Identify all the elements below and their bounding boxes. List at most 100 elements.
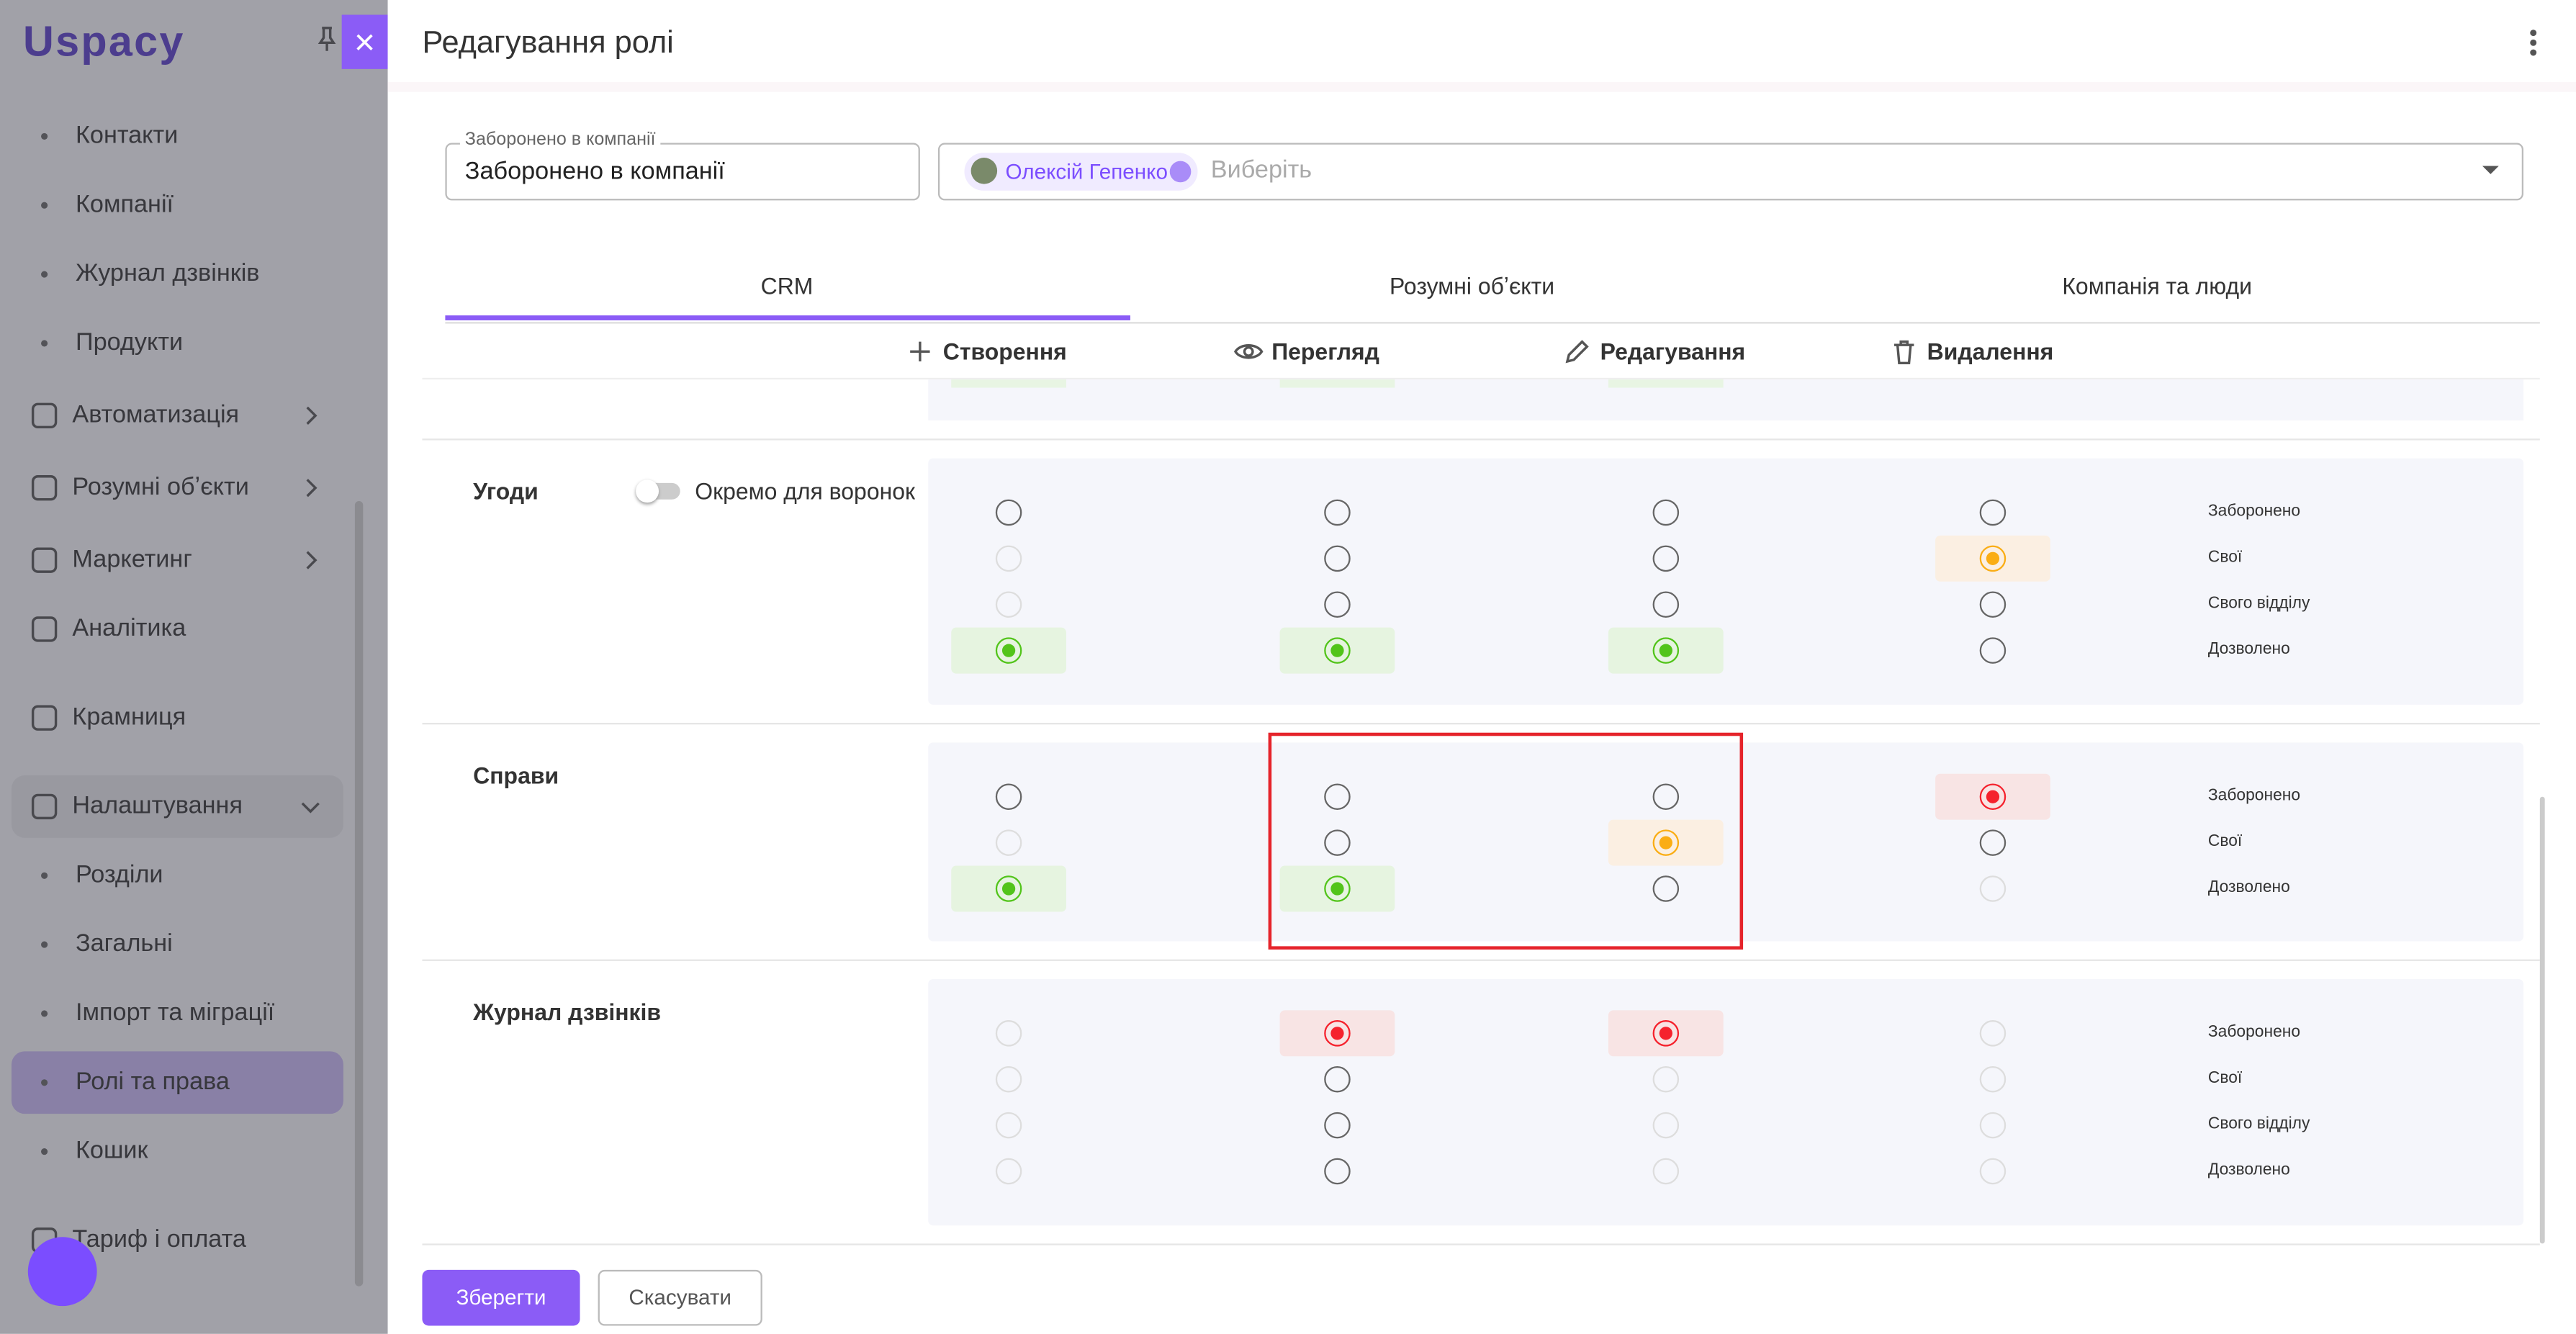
radio	[1652, 1158, 1680, 1185]
chevron[interactable]	[296, 401, 325, 431]
menu-item[interactable]: Кошик	[75, 1137, 148, 1165]
column-header: Перегляд	[1271, 338, 1379, 365]
close-button[interactable]: ×	[341, 14, 388, 69]
radio[interactable]	[1979, 783, 2007, 810]
menu-item[interactable]: Автоматизація	[72, 400, 240, 429]
column-header-divider	[422, 377, 2540, 380]
tab[interactable]: Компанія та люди	[2062, 272, 2252, 299]
overlay	[0, 0, 388, 1334]
menu-item[interactable]: Журнал дзвінків	[75, 259, 260, 288]
radio	[995, 829, 1022, 856]
bullet	[41, 1148, 48, 1155]
radio	[1979, 1020, 2007, 1047]
radio[interactable]	[1324, 591, 1351, 618]
radio[interactable]	[1652, 1020, 1680, 1047]
menu-item[interactable]: Компанії	[75, 190, 174, 219]
radio[interactable]	[1324, 875, 1351, 902]
radio-dot	[1330, 644, 1344, 657]
user-select[interactable]	[937, 143, 2523, 201]
cancel-button[interactable]: Скасувати	[598, 1269, 762, 1326]
chevron[interactable]	[296, 792, 325, 821]
level-label: Заборонено	[2207, 1023, 2301, 1042]
radio[interactable]	[1652, 829, 1680, 856]
bullet	[41, 941, 48, 948]
radio[interactable]	[1324, 783, 1351, 810]
radio[interactable]	[995, 783, 1022, 810]
radio[interactable]	[1324, 499, 1351, 526]
radio[interactable]	[1979, 637, 2007, 664]
more-icon-svg	[2530, 30, 2537, 56]
menu-icon	[30, 703, 59, 733]
chip-remove[interactable]	[1169, 161, 1192, 183]
menu-icon	[30, 546, 59, 575]
radio[interactable]	[1979, 829, 2007, 856]
radio-dot	[1001, 882, 1016, 896]
menu-icon-svg	[31, 547, 58, 573]
permission-box	[928, 979, 2523, 1226]
menu-item[interactable]: Маркетинг	[72, 545, 192, 574]
menu-item[interactable]: Імпорт та міграції	[75, 999, 275, 1027]
radio	[1979, 875, 2007, 902]
radio	[995, 1020, 1022, 1047]
menu-item[interactable]: Тариф і оплата	[72, 1225, 246, 1254]
radio[interactable]	[1652, 591, 1680, 618]
menu-item[interactable]: Розділи	[75, 860, 163, 889]
column-icon-svg	[910, 341, 930, 362]
radio-dot	[1001, 644, 1016, 657]
more-icon[interactable]	[2518, 28, 2548, 58]
radio[interactable]	[1324, 637, 1351, 664]
pin-icon[interactable]	[312, 23, 342, 53]
radio[interactable]	[1652, 783, 1680, 810]
chevron-svg	[306, 551, 318, 569]
section-name: Угоди	[473, 478, 539, 505]
chevron-svg	[306, 479, 318, 497]
chevron[interactable]	[296, 473, 325, 502]
radio[interactable]	[1324, 1112, 1351, 1139]
level-label: Дозволено	[2207, 640, 2290, 659]
scrollbar	[354, 500, 364, 1286]
menu-item[interactable]: Крамниця	[72, 703, 186, 731]
radio	[1979, 1065, 2007, 1093]
menu-item[interactable]: Загальні	[75, 929, 173, 958]
save-button[interactable]: Зберегти	[422, 1269, 580, 1326]
toggle-label: Окремо для воронок	[695, 478, 915, 505]
menu-item[interactable]: Аналітика	[72, 614, 186, 643]
radio[interactable]	[1979, 591, 2007, 618]
menu-icon	[30, 792, 59, 821]
menu-item[interactable]: Продукти	[75, 328, 184, 357]
radio[interactable]	[1324, 545, 1351, 572]
radio[interactable]	[1324, 829, 1351, 856]
radio[interactable]	[1324, 1020, 1351, 1047]
radio[interactable]	[995, 499, 1022, 526]
page-title: Редагування ролі	[422, 26, 674, 61]
menu-item[interactable]: Контакти	[75, 121, 179, 150]
radio[interactable]	[1979, 545, 2007, 572]
highlight-frame	[1268, 732, 1744, 950]
radio[interactable]	[1324, 1065, 1351, 1093]
level-label: Свого відділу	[2207, 1115, 2310, 1134]
name-field[interactable]	[445, 143, 920, 201]
menu-item[interactable]: Налаштування	[72, 791, 243, 820]
level-label: Заборонено	[2207, 787, 2301, 806]
radio[interactable]	[995, 875, 1022, 902]
menu-icon-svg	[31, 793, 58, 820]
radio[interactable]	[1652, 637, 1680, 664]
radio[interactable]	[1652, 875, 1680, 902]
level-label: Дозволено	[2207, 878, 2290, 897]
permission-box	[928, 458, 2523, 705]
radio[interactable]	[1324, 1158, 1351, 1185]
radio[interactable]	[1979, 499, 2007, 526]
chevron[interactable]	[296, 546, 325, 575]
radio[interactable]	[1652, 545, 1680, 572]
level-label: Заборонено	[2207, 502, 2301, 521]
radio-highlight	[1279, 379, 1395, 388]
menu-item[interactable]: Розумні обʼєкти	[72, 473, 249, 501]
menu-item[interactable]: Ролі та права	[75, 1068, 230, 1096]
radio[interactable]	[1652, 499, 1680, 526]
chat-button[interactable]	[27, 1237, 97, 1307]
menu-icon-svg	[31, 705, 58, 731]
tab[interactable]: CRM	[760, 272, 814, 299]
tab[interactable]: Розумні обʼєкти	[1390, 272, 1555, 299]
radio[interactable]	[995, 637, 1022, 664]
